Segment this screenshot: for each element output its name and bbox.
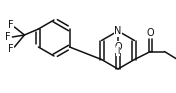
Text: F: F <box>5 32 10 42</box>
Text: O: O <box>114 42 122 52</box>
Text: I: I <box>117 46 119 56</box>
Text: F: F <box>8 44 13 54</box>
Text: N: N <box>114 26 122 36</box>
Text: F: F <box>8 20 13 30</box>
Text: O: O <box>147 28 154 37</box>
